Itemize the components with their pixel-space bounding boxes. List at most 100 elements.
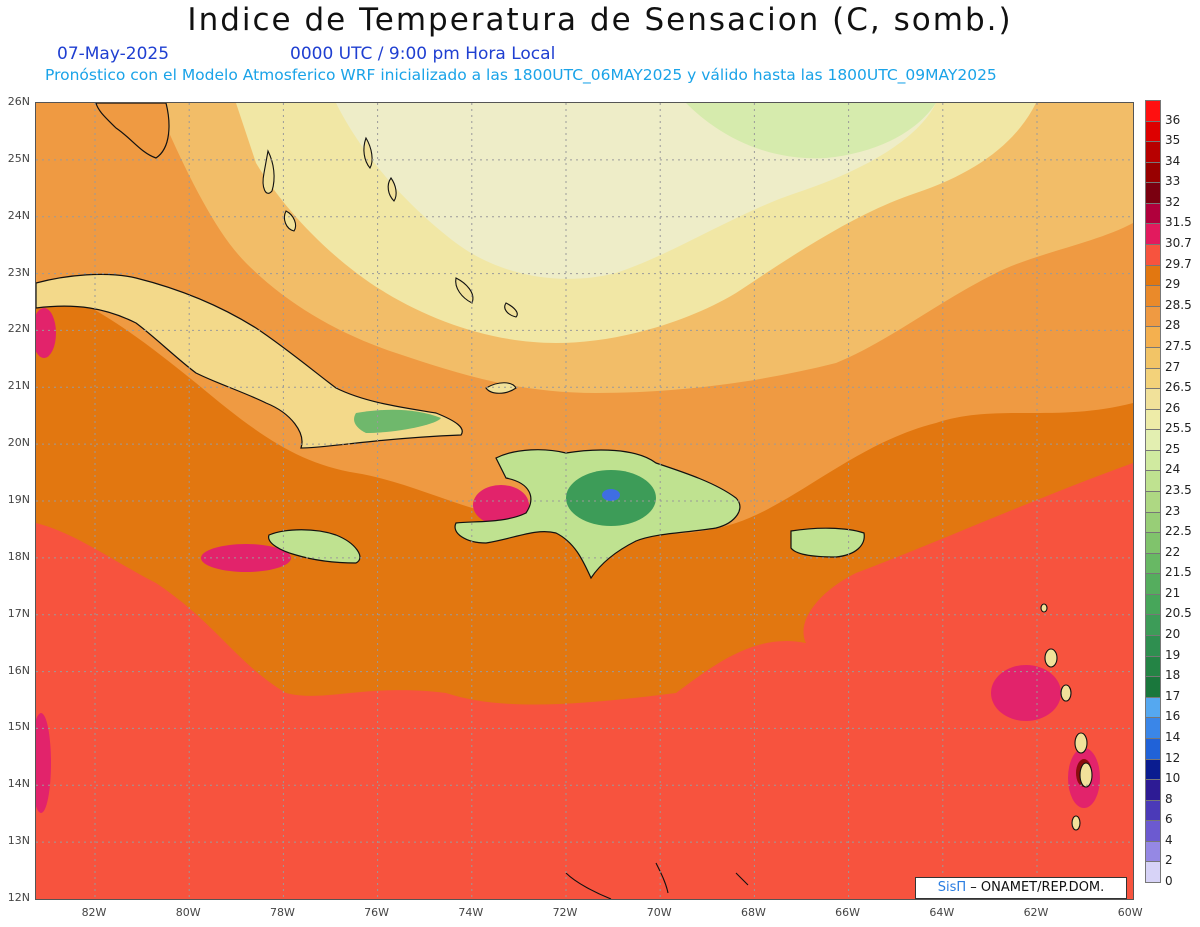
legend-label: 25.5	[1165, 421, 1192, 436]
legend-swatch	[1145, 182, 1161, 204]
lat-label: 19N	[7, 493, 30, 506]
lat-label: 17N	[7, 606, 30, 620]
legend-label: 23.5	[1165, 483, 1192, 497]
legend-label: 18	[1165, 668, 1181, 683]
sis-logo-text: SisΠ	[937, 880, 967, 895]
legend-label: 16	[1165, 709, 1181, 724]
lon-label: 82W	[81, 906, 107, 919]
legend-label: 21.5	[1165, 565, 1192, 580]
lon-label: 68W	[740, 906, 766, 919]
legend-label: 0	[1165, 874, 1173, 888]
legend-swatch	[1145, 388, 1161, 410]
legend-swatch	[1145, 635, 1161, 657]
legend-swatch	[1145, 305, 1161, 328]
model-note: Pronóstico con el Modelo Atmosferico WRF…	[45, 66, 997, 84]
legend-swatch	[1145, 346, 1161, 369]
lon-label: 70W	[646, 906, 672, 919]
legend-swatch	[1145, 449, 1161, 472]
legend-label: 20	[1165, 627, 1181, 642]
lat-label: 14N	[7, 777, 30, 791]
credit-box: SisΠ – ONAMET/REP.DOM.	[915, 877, 1127, 899]
legend-label: 35	[1165, 133, 1181, 148]
legend-label: 31.5	[1165, 215, 1192, 230]
legend-label: 12	[1165, 750, 1181, 765]
pale-green-zone	[686, 103, 936, 159]
legend-swatch	[1145, 408, 1161, 431]
cuba-island	[35, 273, 463, 449]
hot-spot-sw	[31, 713, 51, 813]
legend-label: 32	[1165, 194, 1181, 209]
lon-label: 66W	[835, 906, 861, 919]
legend-swatch	[1145, 100, 1161, 122]
legend-swatch	[1145, 470, 1161, 492]
lon-label: 80W	[175, 906, 201, 919]
legend-label: 26.5	[1165, 380, 1192, 395]
lat-label: 20N	[7, 436, 30, 450]
south-coast-fragments	[565, 862, 749, 900]
legend-label: 29.7	[1165, 256, 1192, 271]
lat-label: 16N	[7, 663, 30, 677]
color-legend	[1145, 100, 1163, 883]
legend-label: 27	[1165, 359, 1181, 374]
legend-label: 14	[1165, 729, 1181, 744]
lat-label: 18N	[7, 549, 30, 563]
legend-swatch	[1145, 429, 1161, 451]
legend-label: 36	[1165, 112, 1181, 127]
legend-swatch	[1145, 264, 1161, 287]
lon-label: 76W	[364, 906, 390, 919]
legend-swatch	[1145, 285, 1161, 307]
lon-label: 78W	[269, 906, 295, 919]
lon-label: 64W	[929, 906, 955, 919]
legend-swatch	[1145, 820, 1161, 842]
heat-index-map	[31, 102, 1134, 900]
hot-spot-haiti-gulf	[473, 485, 529, 525]
legend-label: 29	[1165, 277, 1181, 292]
hispaniola-blue-core	[602, 489, 620, 501]
hot-spot-east	[991, 665, 1061, 721]
lat-label: 24N	[7, 208, 30, 222]
legend-label: 28	[1165, 318, 1181, 333]
lat-lon-grid	[36, 103, 1133, 899]
legend-label: 21	[1165, 585, 1181, 600]
legend-label: 4	[1165, 832, 1173, 847]
legend-swatch	[1145, 593, 1161, 616]
legend-label: 22	[1165, 544, 1181, 559]
map-canvas	[31, 102, 1133, 900]
legend-swatch	[1145, 161, 1161, 184]
legend-swatch	[1145, 737, 1161, 760]
lat-label: 25N	[7, 151, 30, 165]
legend-swatch	[1145, 840, 1161, 863]
lon-label: 60W	[1117, 906, 1143, 919]
legend-swatch	[1145, 491, 1161, 513]
legend-swatch	[1145, 655, 1161, 678]
forecast-time: 0000 UTC / 9:00 pm Hora Local	[290, 44, 556, 64]
legend-swatch	[1145, 614, 1161, 637]
legend-swatch	[1145, 676, 1161, 698]
legend-label: 20.5	[1165, 606, 1192, 621]
cuba-green	[354, 409, 441, 433]
lesser-antilles	[1040, 603, 1093, 831]
legend-swatch	[1145, 202, 1161, 225]
legend-swatch	[1145, 552, 1161, 575]
credit-org: – ONAMET/REP.DOM.	[966, 880, 1105, 895]
legend-swatch	[1145, 141, 1161, 163]
lat-label: 21N	[7, 379, 30, 393]
puerto-rico-island	[790, 527, 865, 558]
lon-label: 72W	[552, 906, 578, 919]
legend-swatch	[1145, 326, 1161, 348]
legend-swatch	[1145, 367, 1161, 390]
lat-label: 26N	[7, 95, 30, 108]
legend-label: 26	[1165, 400, 1181, 415]
legend-label: 33	[1165, 174, 1181, 189]
lat-label: 13N	[7, 834, 30, 848]
legend-label: 30.7	[1165, 236, 1192, 251]
legend-label: 23	[1165, 503, 1181, 518]
lat-label: 12N	[7, 891, 30, 904]
legend-label: 19	[1165, 647, 1181, 662]
legend-label: 8	[1165, 791, 1173, 806]
legend-swatch	[1145, 573, 1161, 595]
legend-swatch	[1145, 511, 1161, 534]
lon-label: 62W	[1023, 906, 1049, 919]
jamaica-island	[268, 529, 361, 564]
hot-spot-west	[32, 308, 56, 358]
